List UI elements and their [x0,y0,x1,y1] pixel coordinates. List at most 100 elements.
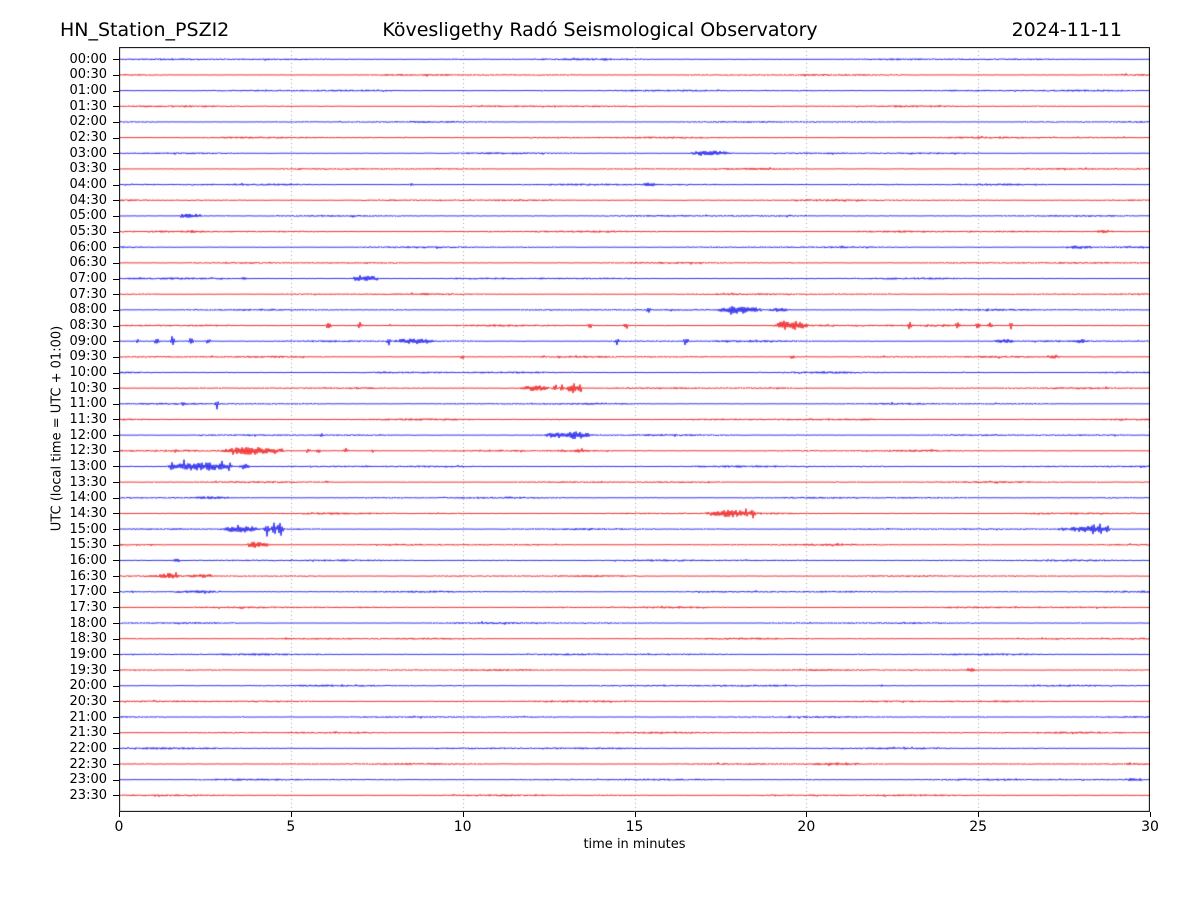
y-tick-mark [113,372,119,374]
y-tick-label: 18:30 [69,631,107,647]
y-tick-mark [113,685,119,687]
y-tick-mark [113,121,119,123]
y-tick-mark [113,779,119,781]
y-tick-mark [113,748,119,750]
y-tick-mark [113,200,119,202]
y-tick-mark [113,701,119,703]
x-tick-label: 5 [286,819,296,835]
y-tick-label: 08:00 [69,302,107,318]
y-tick-label: 10:00 [69,365,107,380]
y-tick-label: 21:30 [69,725,107,741]
y-tick-label: 05:00 [69,208,107,224]
y-tick-mark [113,90,119,92]
x-tick-mark [119,812,120,817]
y-tick-label: 16:00 [69,552,107,568]
y-tick-mark [113,544,119,546]
x-tick-label: 0 [114,819,124,835]
y-tick-mark [113,184,119,186]
y-tick-mark [113,591,119,593]
y-tick-mark [113,529,119,531]
y-tick-label: 13:30 [69,474,107,490]
y-tick-mark [113,732,119,734]
observatory-title: Kövesligethy Radó Seismological Observat… [382,19,818,41]
y-tick-label: 22:00 [69,740,107,756]
y-tick-label: 17:30 [69,599,107,615]
y-tick-mark [113,262,119,264]
y-tick-label: 20:30 [69,693,107,709]
y-tick-label: 04:30 [69,192,107,208]
y-tick-label: 11:00 [69,396,107,412]
y-tick-mark [113,388,119,390]
y-tick-mark [113,435,119,437]
y-tick-mark [113,247,119,249]
x-tick-mark [462,812,464,817]
x-tick-mark [634,812,636,817]
x-tick-label: 15 [625,819,644,835]
y-tick-mark [113,341,119,343]
y-tick-label: 03:00 [69,145,107,161]
y-tick-label: 07:30 [69,286,107,302]
y-tick-mark [113,795,119,797]
y-tick-label: 12:30 [69,443,107,459]
y-tick-label: 17:00 [69,584,107,600]
y-tick-label: 06:00 [69,239,107,255]
y-tick-label: 02:30 [69,130,107,146]
y-tick-label: 16:30 [69,568,107,584]
y-tick-label: 03:30 [69,161,107,177]
y-tick-label: 11:30 [69,411,107,427]
y-tick-label: 18:00 [69,615,107,631]
y-tick-label: 01:30 [69,98,107,114]
y-tick-label: 01:00 [69,83,107,99]
y-tick-mark [113,356,119,358]
y-tick-label: 22:30 [69,756,107,772]
x-tick-label: 10 [453,819,472,835]
x-axis-label: time in minutes [583,837,686,852]
y-tick-mark [113,168,119,170]
x-tick-mark [290,812,292,817]
y-tick-mark [113,607,119,609]
y-tick-label: 08:30 [69,318,107,334]
date-label: 2024-11-11 [1011,19,1122,41]
y-tick-mark [113,466,119,468]
y-tick-mark [113,497,119,499]
y-tick-mark [113,403,119,405]
y-tick-mark [113,654,119,656]
y-tick-label: 13:00 [69,458,107,474]
y-tick-mark [113,278,119,280]
y-tick-label: 09:00 [69,333,107,349]
seismogram-plot-canvas [119,47,1150,812]
y-tick-label: 06:30 [69,255,107,271]
y-tick-label: 12:00 [69,427,107,443]
y-tick-mark [113,215,119,217]
y-tick-label: 23:30 [69,787,107,803]
x-tick-mark [1150,812,1151,817]
y-tick-mark [113,74,119,76]
y-tick-label: 10:30 [69,380,107,396]
x-tick-mark [806,812,808,817]
y-tick-mark [113,309,119,311]
y-tick-mark [113,325,119,327]
y-tick-label: 15:30 [69,537,107,553]
y-tick-mark [113,560,119,562]
y-tick-label: 00:30 [69,67,107,83]
x-tick-label: 30 [1141,819,1159,835]
y-tick-label: 04:00 [69,177,107,193]
y-tick-mark [113,623,119,625]
y-tick-mark [113,513,119,515]
y-tick-mark [113,153,119,155]
x-tick-mark [978,812,980,817]
y-tick-label: 21:00 [69,709,107,725]
y-tick-mark [113,576,119,578]
y-tick-mark [113,59,119,61]
y-tick-label: 20:00 [69,678,107,694]
y-tick-mark [113,638,119,640]
y-tick-label: 02:00 [69,114,107,130]
y-tick-label: 00:00 [69,51,107,67]
y-tick-label: 23:00 [69,772,107,788]
y-tick-label: 19:00 [69,646,107,662]
y-tick-mark [113,106,119,108]
y-tick-label: 15:00 [69,521,107,537]
y-tick-label: 14:00 [69,490,107,506]
y-tick-mark [113,231,119,233]
